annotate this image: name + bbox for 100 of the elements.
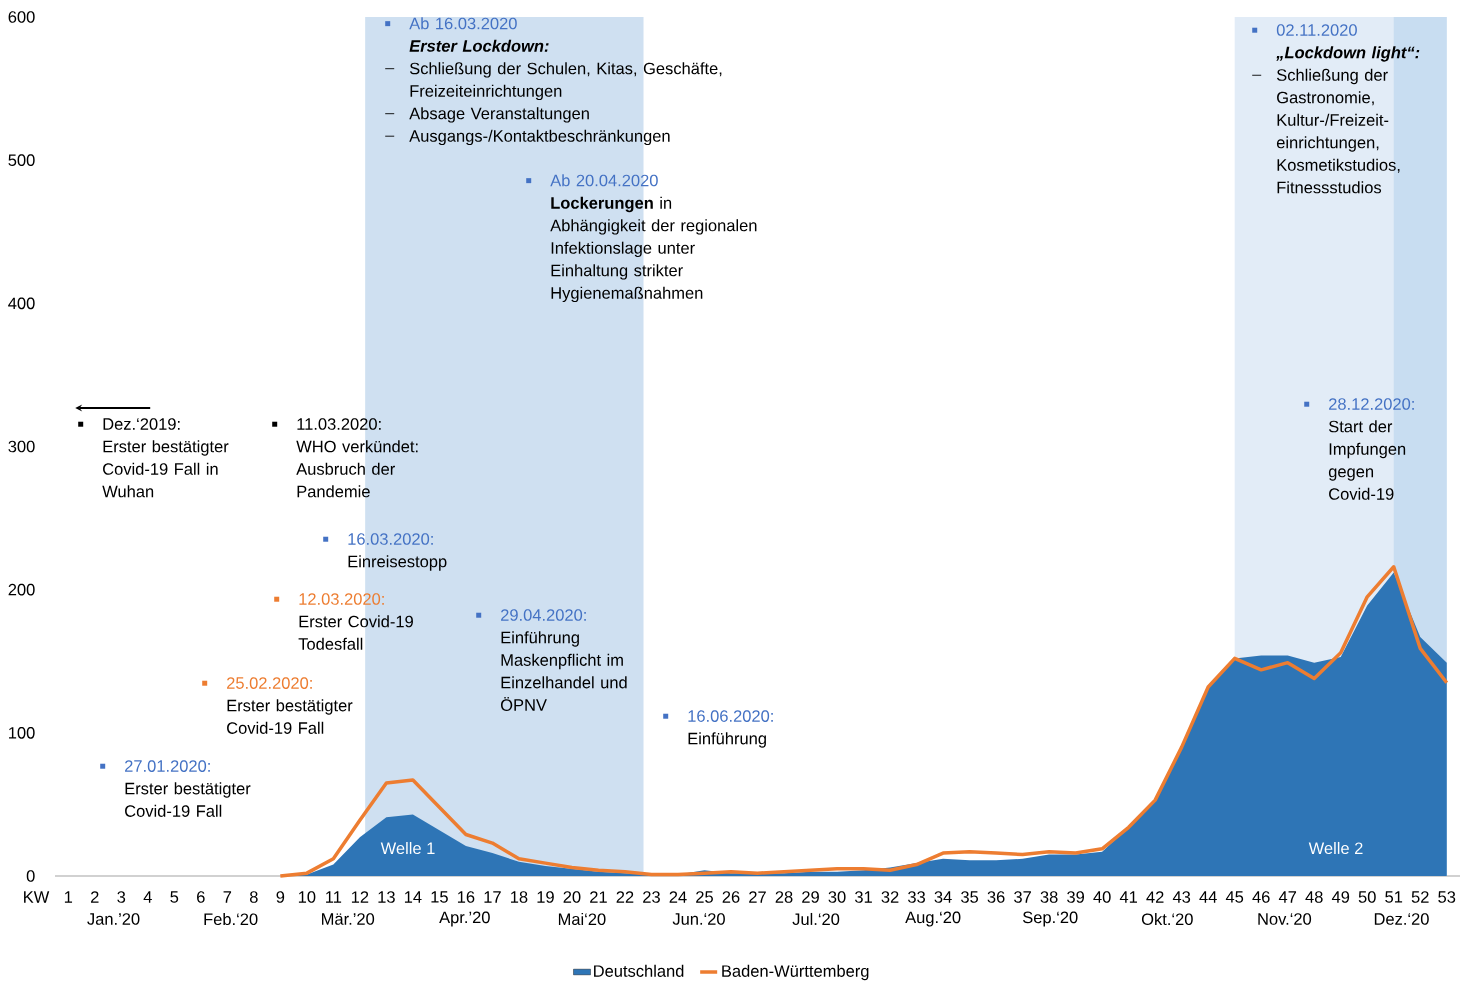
annotation: Ausgangs-/Kontaktbeschränkungen [409,129,670,145]
x-tick-label: 28 [775,891,793,903]
annotation: 25.02.2020: [227,677,312,689]
x-tick-label: 33 [908,891,926,903]
annotation: Schließung der Gastronomie, Kultur-/Freizeit-einrichtungen, Kosmetikstudios, Fitnessstudios [1276,68,1400,194]
x-tick-label: 7 [223,891,232,903]
x-tick-label: 45 [1225,891,1244,903]
text: Aug.‘20 [905,911,961,927]
y-tick-label: 0 [26,870,35,882]
text: Apr.’20 [439,911,490,927]
x-tick-label: 26 [722,891,740,903]
x-tick-label: 20 [563,891,581,903]
x-tick-label: 37 [1014,891,1031,903]
y-tick-label: 100 [9,726,35,739]
x-tick-label: 34 [934,891,952,903]
annotation: Erster bestätigter Covid-19 Fall [227,699,353,734]
x-tick-label: 29 [802,891,819,903]
legend-label: Deutschland [594,964,684,977]
x-tick-label: 17 [484,891,501,903]
y-tick-label: 500 [8,154,35,166]
text: Nov.‘20 [1258,913,1312,925]
x-tick-label: 1 [64,891,73,903]
annotation: 02.11.2020 [1276,24,1357,36]
text: Mär.’20 [322,913,375,925]
x-tick-label: 5 [170,891,179,903]
x-tick-label: 12 [351,891,369,903]
x-tick-label: 46 [1252,891,1270,903]
annotation: „Lockdown light“: [1276,46,1420,62]
annotation: 11.03.2020: [297,418,381,430]
x-tick-label: 15 [431,891,448,903]
text: Jun.‘20 [672,913,725,925]
x-tick-label: 21 [590,891,607,903]
x-tick-label: 49 [1331,891,1350,903]
x-tick-label: 47 [1278,891,1297,903]
annotation: Welle 1 [380,841,435,854]
annotation: 29.04.2020: [501,609,586,621]
x-tick-label: 22 [616,891,634,903]
x-tick-label: 38 [1040,891,1058,903]
annotation: 27.01.2020: [125,760,210,772]
annotation: Einführung [688,732,766,748]
x-tick-label: 2 [91,891,99,903]
x-tick-label: 24 [669,891,687,903]
x-tick-label: 13 [378,891,395,903]
text: Dez.‘20 [1374,913,1429,925]
x-tick-label: 8 [249,891,258,903]
annotation: 16.06.2020: [688,710,773,722]
x-tick-label: 43 [1172,891,1191,903]
annotation: Erster bestätigter Covid-19 Fall in Wuhan [102,440,229,498]
text: Mai‘20 [558,912,606,925]
y-tick-label: 600 [8,11,35,23]
x-tick-label: 4 [143,891,152,903]
annotation: Schließung der Schulen, Kitas, Geschäfte, Freizeiteinrichtungen [409,62,722,100]
annotation: Absage Veranstaltungen [409,107,589,123]
x-tick-label: 53 [1438,891,1456,903]
annotation: Erster Covid-19 Todesfall [298,615,413,650]
y-tick-label: 400 [8,297,35,310]
annotation: Ab 20.04.2020 [550,174,658,187]
x-tick-label: 16 [457,891,475,903]
x-tick-label: 11 [326,891,342,903]
annotation: Erster bestätigter Covid-19 Fall [125,782,251,817]
annotation: Ab 16.03.2020 [409,17,517,30]
annotation: Lockerungen in Abhängigkeit der regionalen Infektionslage unter Einhaltung strikter Hygienemaßnahmen [550,196,757,302]
x-tick-label: 36 [987,891,1005,903]
x-tick-label: 48 [1305,891,1323,903]
annotation: WHO verkündet: Ausbruch der Pandemie [296,440,418,498]
annotation: Start der Impfungen gegen Covid-19 [1328,420,1406,500]
text: Sep.‘20 [1022,911,1078,927]
text: Feb.‘20 [204,912,258,925]
x-tick-label: 27 [749,891,766,903]
text: Okt.‘20 [1141,912,1193,925]
x-tick-label: 52 [1411,891,1429,903]
annotation: 12.03.2020: [299,593,384,605]
text: Jan.’20 [87,913,140,925]
x-tick-label: 19 [537,891,554,903]
x-tick-label: 23 [643,891,660,903]
annotation: Einreisestopp [348,555,447,571]
x-tick-label: 41 [1119,891,1138,903]
x-tick-label: 18 [510,891,528,903]
x-tick-label: 44 [1199,891,1217,903]
x-tick-label: 30 [828,891,846,903]
x-axis-title: KW [24,891,50,903]
y-tick-label: 300 [8,440,35,453]
annotation: 28.12.2020: [1329,398,1414,410]
x-tick-label: 25 [696,891,713,903]
annotation: 16.03.2020: [348,533,433,545]
annotation: Einführung Maskenpflicht im Einzelhandel und ÖPNV [500,631,627,711]
x-tick-label: 42 [1146,891,1164,903]
x-tick-label: 50 [1358,891,1376,903]
x-tick-label: 14 [404,891,422,903]
x-tick-label: 10 [298,891,316,903]
annotation: Dez.‘2019: [103,418,180,430]
annotation: Welle 2 [1308,841,1363,854]
text: Jul.‘20 [792,912,840,925]
annotation: Erster Lockdown: [409,39,549,52]
legend-label: Baden-Württemberg [722,964,869,981]
y-tick-label: 200 [8,583,35,596]
x-tick-label: 3 [117,891,126,903]
x-tick-label: 32 [881,891,899,903]
x-tick-label: 35 [961,891,979,903]
x-tick-label: 39 [1067,891,1085,903]
